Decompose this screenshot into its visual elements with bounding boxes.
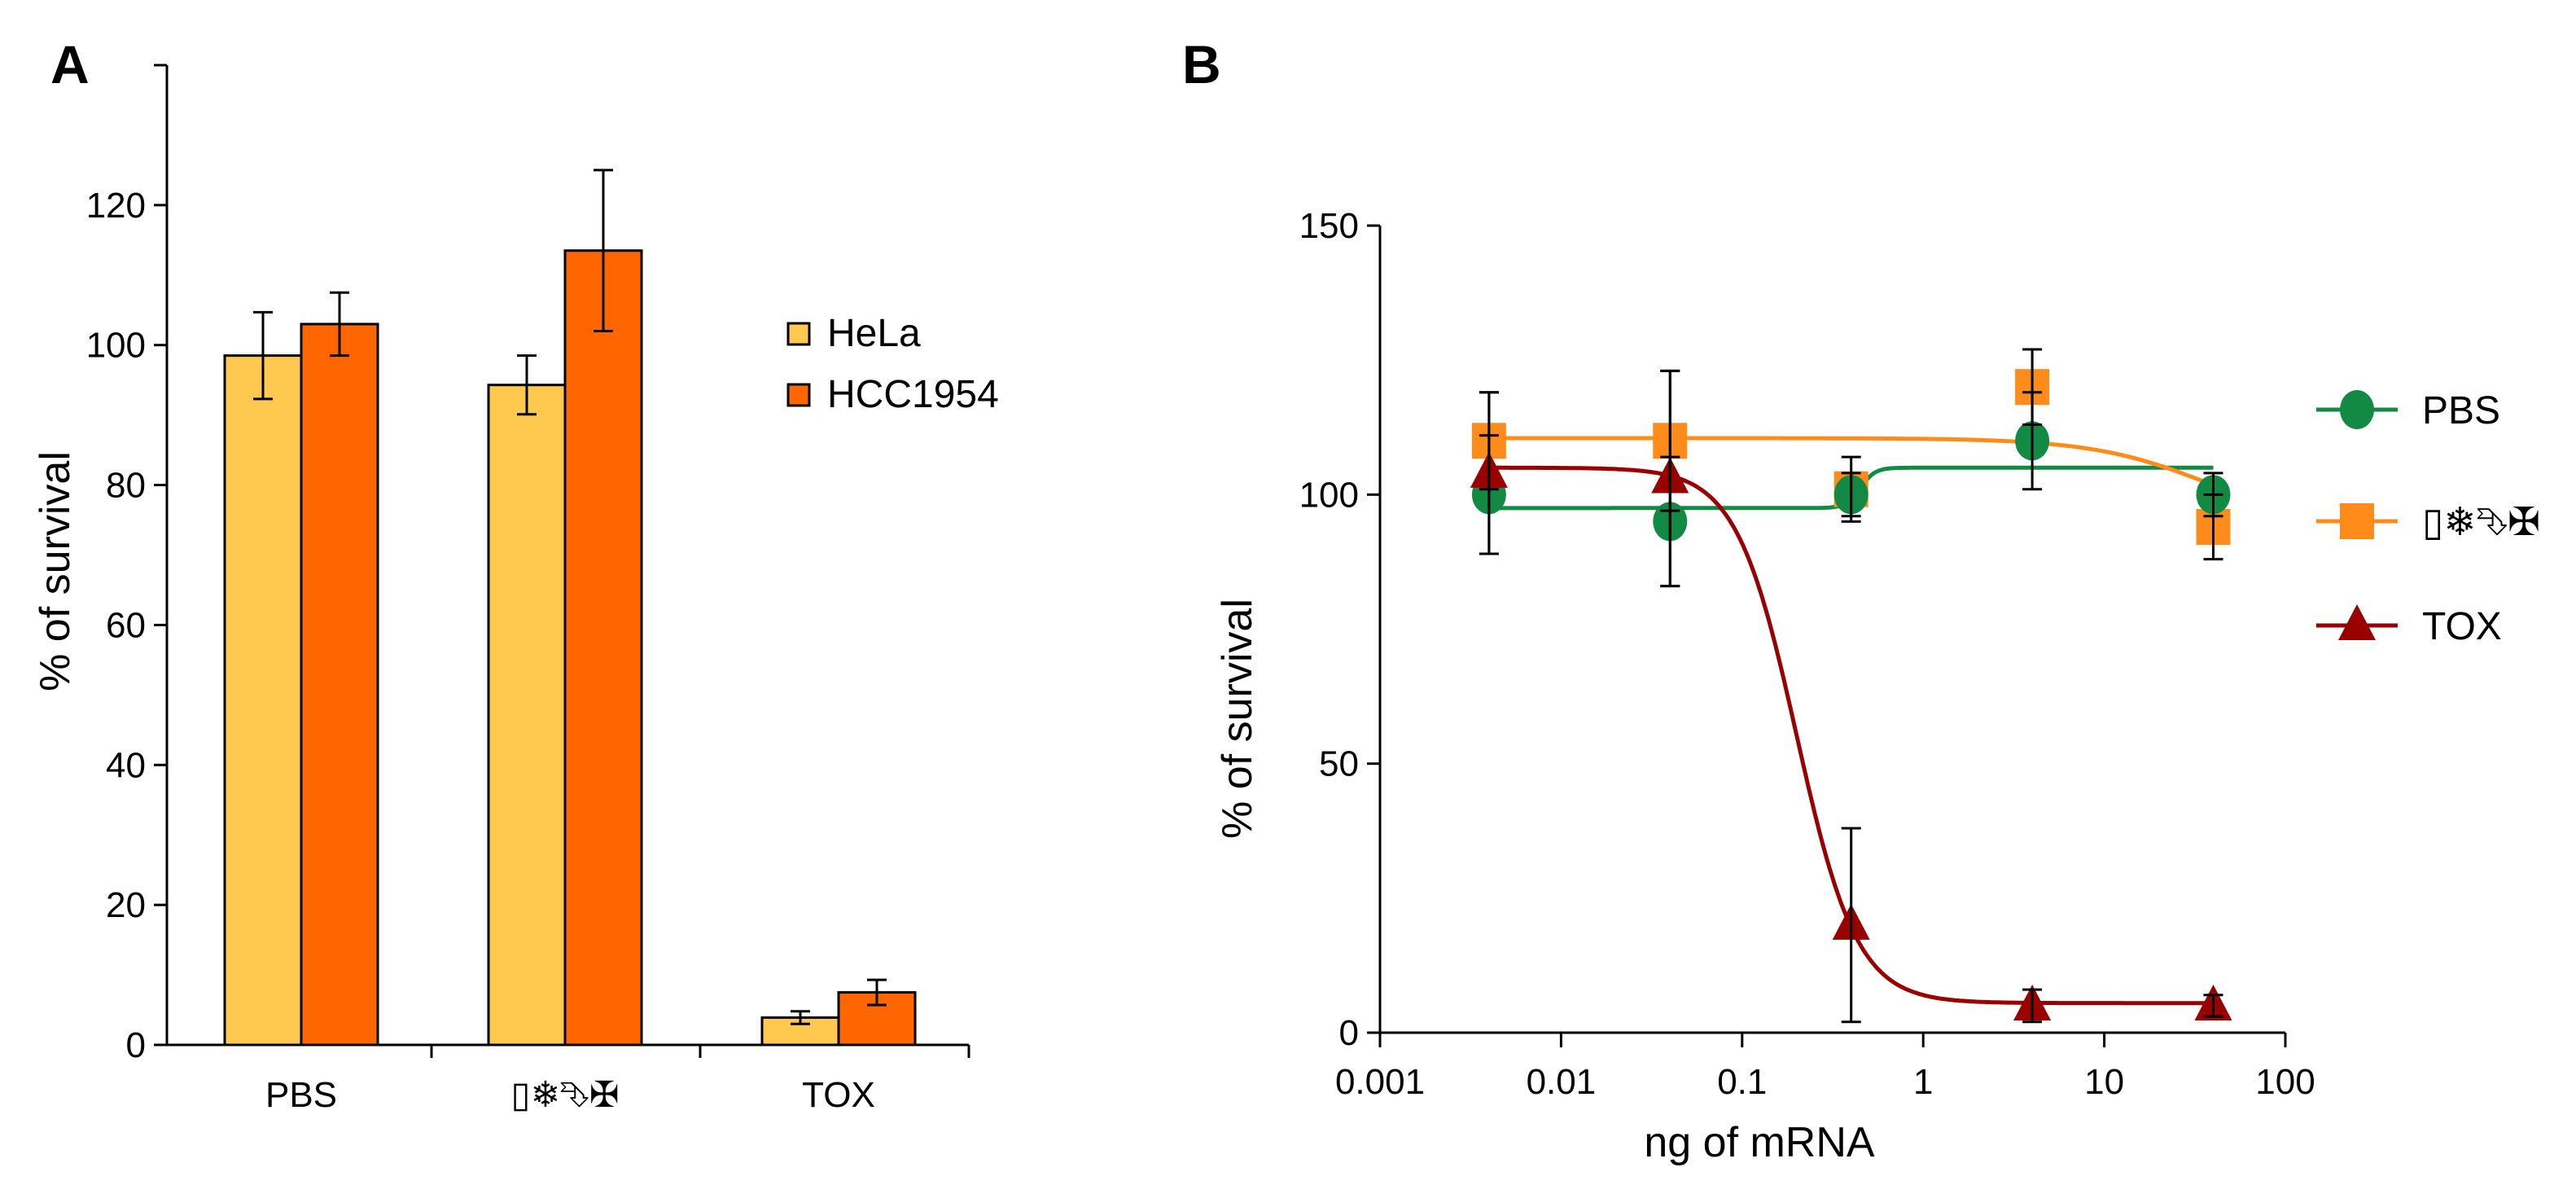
y-tick-label: 50 [1319,744,1359,784]
x-category-label: TOX [802,1075,875,1115]
panel-b-label: B [1182,34,1221,94]
y-tick-label: 0 [1339,1013,1359,1053]
legend-marker-square [2340,503,2374,539]
x-category-label: ▯❄⮷✠ [510,1075,619,1115]
y-tick-label: 80 [106,466,146,506]
y-axis-title: % of survival [32,451,79,691]
y-axis-title: % of survival [1214,599,1261,839]
x-axis-title: ng of mRNA [1644,1119,1875,1166]
y-tick-label: 150 [1299,206,1359,246]
y-tick-label: 60 [106,605,146,645]
legend-label: HeLa [827,312,921,355]
x-tick-label: 100 [2255,1062,2315,1102]
legend-label: HCC1954 [827,373,999,416]
legend-label: PBS [2422,389,2500,432]
x-category-label: PBS [265,1075,337,1115]
legend-marker-circle [2340,390,2374,429]
bar-hela [487,384,567,1047]
y-tick-label: 20 [106,885,146,925]
y-tick-label: 100 [1299,475,1359,515]
legend-swatch-hcc1954 [786,383,811,407]
legend-marker-triangle [2338,604,2376,640]
panel-a-label: A [50,34,90,94]
bar-chart-panel-a: 0 20 40 60 80 100 120 % of survival PBS ▯❄⮷✠ TOX He… [32,64,999,1115]
fit-curve-square [1488,436,2215,488]
bar-hcc1954 [300,323,379,1047]
x-tick-label: 0.01 [1527,1062,1597,1102]
bar-hela [223,354,303,1047]
x-tick-label: 1 [1913,1062,1933,1102]
x-tick-label: 0.1 [1717,1062,1767,1102]
legend-label: ▯❄⮷✠ [2422,501,2540,544]
y-tick-label: 120 [86,186,146,226]
y-tick-label: 0 [126,1025,146,1065]
y-tick-label: 40 [106,745,146,785]
y-tick-label: 100 [86,326,146,366]
x-tick-label: 10 [2084,1062,2124,1102]
dose-response-chart-panel-b: 0 50 100 150 0.001 0.01 0.1 1 10 100 ng of mRNA % o… [1214,206,2540,1166]
legend-swatch-hela [786,322,811,346]
x-tick-label: 0.001 [1335,1062,1425,1102]
bar-hcc1954 [563,249,643,1047]
legend-label: TOX [2422,605,2502,648]
